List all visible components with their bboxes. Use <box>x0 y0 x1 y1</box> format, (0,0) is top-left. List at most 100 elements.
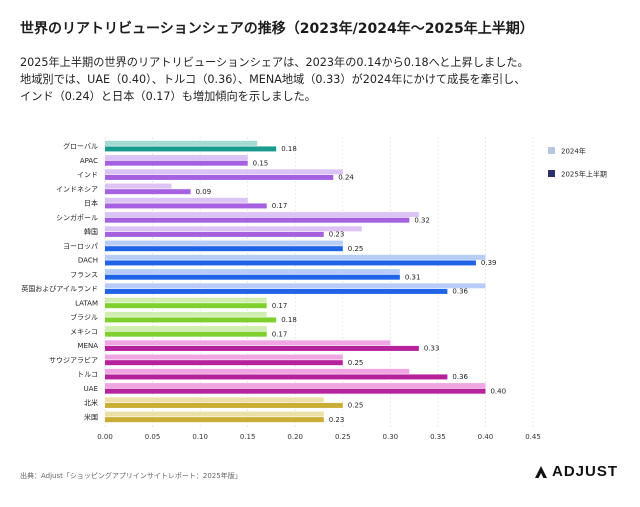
bar-2025h1 <box>105 360 343 366</box>
bar-2024 <box>105 169 343 175</box>
category-label: グローバル <box>63 142 98 151</box>
bar-2025h1 <box>105 345 419 351</box>
category-label: DACH <box>78 257 98 265</box>
category-label: インドネシア <box>56 185 98 193</box>
data-label: 0.17 <box>272 302 288 310</box>
bar-2024 <box>105 197 248 203</box>
category-label: シンガポール <box>56 213 98 222</box>
category-label: 日本 <box>84 199 98 208</box>
data-label: 0.24 <box>338 174 354 182</box>
data-label: 0.25 <box>348 359 364 367</box>
bar-2025h1 <box>105 288 448 294</box>
bar-2024 <box>105 212 419 218</box>
bar-2025h1 <box>105 174 334 180</box>
adjust-logo-text: ADJUST <box>551 463 618 480</box>
bar-2025h1 <box>105 217 410 223</box>
bar-2024 <box>105 368 410 374</box>
bar-2024 <box>105 297 267 303</box>
adjust-logo-icon <box>534 465 547 478</box>
category-label: 米国 <box>84 412 98 421</box>
data-label: 0.36 <box>452 288 468 296</box>
x-tick-label: 0.25 <box>335 433 351 441</box>
x-tick-label: 0.40 <box>478 433 494 441</box>
bar-2025h1 <box>105 231 324 237</box>
category-label: UAE <box>84 385 98 393</box>
category-label: 英国およびアイルランド <box>21 284 98 293</box>
category-label: 韓国 <box>84 227 98 236</box>
data-label: 0.17 <box>272 330 288 338</box>
x-tick-label: 0.45 <box>525 433 541 441</box>
bar-2024 <box>105 226 362 232</box>
bar-2025h1 <box>105 203 267 209</box>
page-title: 世界のリアトリビューションシェアの推移（2023年/2024年〜2025年上半期… <box>20 21 534 37</box>
data-label: 0.25 <box>348 402 364 410</box>
data-label: 0.09 <box>196 188 212 196</box>
data-label: 0.39 <box>481 259 497 267</box>
category-label: MENA <box>78 342 99 350</box>
category-label: トルコ <box>77 371 98 379</box>
bar-2025h1 <box>105 303 267 309</box>
bar-2025h1 <box>105 417 324 423</box>
data-label: 0.32 <box>414 216 430 224</box>
bar-2025h1 <box>105 374 448 380</box>
data-label: 0.36 <box>452 373 468 381</box>
category-label: ヨーロッパ <box>63 242 98 250</box>
bar-2025h1 <box>105 274 400 280</box>
category-label: LATAM <box>75 299 98 307</box>
x-tick-label: 0.20 <box>287 433 303 441</box>
x-tick-label: 0.10 <box>192 433 208 441</box>
category-label: フランス <box>70 271 98 279</box>
x-tick-label: 0.05 <box>145 433 161 441</box>
bar-2024 <box>105 354 343 360</box>
source-note: 出典：Adjust「ショッピングアプリインサイトレポート：2025年版」 <box>20 472 242 480</box>
bar-2024 <box>105 311 267 317</box>
bar-2024 <box>105 269 400 275</box>
bar-2024 <box>105 326 267 332</box>
bar-2024 <box>105 254 486 260</box>
data-label: 0.18 <box>281 145 297 153</box>
bar-2024 <box>105 183 172 189</box>
category-label: 北米 <box>84 398 98 407</box>
bar-2025h1 <box>105 402 343 408</box>
data-label: 0.23 <box>329 416 345 424</box>
bar-2024 <box>105 340 391 346</box>
category-label: インド <box>77 171 98 179</box>
bar-2024 <box>105 383 486 389</box>
bar-2025h1 <box>105 189 191 195</box>
bar-2025h1 <box>105 388 486 394</box>
data-label: 0.15 <box>253 159 269 167</box>
legend-swatch <box>548 170 555 177</box>
subtitle-line-3: インド（0.24）と日本（0.17）も増加傾向を示しました。 <box>20 90 316 103</box>
bar-2025h1 <box>105 160 248 166</box>
x-tick-label: 0.30 <box>383 433 399 441</box>
bar-2024 <box>105 155 248 161</box>
data-label: 0.40 <box>490 387 506 395</box>
bar-2024 <box>105 397 324 403</box>
bar-2024 <box>105 240 343 246</box>
x-tick-label: 0.15 <box>240 433 256 441</box>
category-label: メキシコ <box>70 328 98 336</box>
data-label: 0.31 <box>405 273 421 281</box>
x-tick-label: 0.00 <box>97 433 113 441</box>
bar-2025h1 <box>105 146 277 152</box>
bar-2025h1 <box>105 317 277 323</box>
data-label: 0.17 <box>272 202 288 210</box>
adjust-logo: ADJUST <box>534 463 618 480</box>
category-label: サウジアラビア <box>49 355 98 364</box>
subtitle-line-1: 2025年上半期の世界のリアトリビューションシェアは、2023年の0.14から0… <box>20 56 529 69</box>
legend-swatch <box>548 147 555 154</box>
bar-2024 <box>105 283 486 289</box>
subtitle-line-2: 地域別では、UAE（0.40）、トルコ（0.36）、MENA地域（0.33）が2… <box>20 73 526 86</box>
bar-2024 <box>105 140 258 146</box>
data-label: 0.23 <box>329 231 345 239</box>
category-label: ブラジル <box>70 313 98 322</box>
legend-label: 2025年上半期 <box>561 170 607 179</box>
bar-2025h1 <box>105 246 343 252</box>
bar-2025h1 <box>105 260 476 266</box>
data-label: 0.18 <box>281 316 297 324</box>
legend-label: 2024年 <box>561 147 586 156</box>
category-label: APAC <box>80 157 98 165</box>
x-tick-label: 0.35 <box>430 433 446 441</box>
bar-2025h1 <box>105 331 267 337</box>
